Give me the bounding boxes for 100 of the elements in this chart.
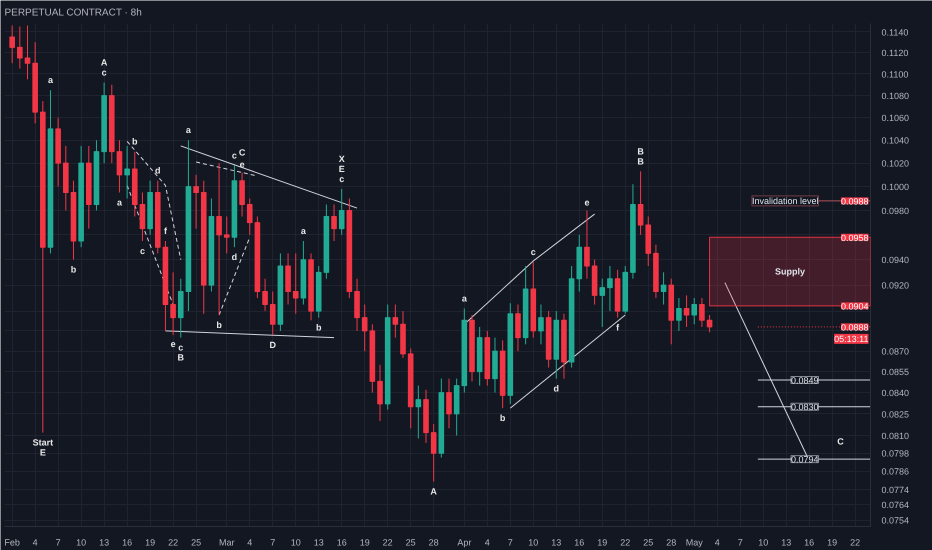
x-tick-label: 13 [314, 538, 324, 548]
annotation: c [140, 246, 145, 256]
candlestick [607, 265, 613, 312]
candlestick [660, 272, 666, 306]
y-tick-label: 0.0754 [882, 516, 910, 526]
y-tick-label: 0.0855 [882, 367, 910, 378]
x-tick-label: 16 [122, 538, 132, 548]
x-tick-label: 4 [484, 538, 490, 548]
y-tick-label: 0.0920 [882, 280, 910, 291]
candlestick [538, 304, 544, 345]
annotation: A [100, 58, 108, 68]
x-tick-label: 22 [382, 538, 393, 548]
annotation: b [216, 320, 222, 330]
candlestick [338, 188, 345, 236]
annotation: C [837, 436, 844, 446]
ref-line-label: 0.0849 [790, 376, 819, 386]
x-tick-label: 7 [738, 538, 743, 548]
x-tick-label: 16 [804, 538, 814, 548]
candlestick [638, 170, 644, 236]
x-tick-label: 25 [406, 538, 416, 548]
x-tick-label: 4 [714, 538, 720, 548]
x-tick-label: 28 [428, 538, 439, 548]
x-tick-label: 4 [32, 538, 38, 548]
y-tick-label: 0.0764 [882, 500, 910, 510]
annotation: a [116, 198, 123, 208]
candlestick [430, 423, 436, 482]
x-tick-label: 22 [168, 538, 178, 548]
x-tick-label: 16 [574, 538, 584, 548]
annotation: a [186, 125, 192, 136]
candlestick [331, 204, 337, 242]
x-tick-label: 7 [56, 538, 61, 548]
annotation: a [48, 75, 54, 86]
x-tick-label: 19 [597, 538, 608, 548]
x-tick-label: Mar [219, 538, 234, 548]
annotation: 0.0904 [840, 301, 869, 312]
annotation: Start [32, 438, 54, 448]
candlestick [684, 294, 690, 328]
candlestick [706, 314, 712, 333]
x-tick-label: 19 [827, 538, 838, 548]
x-tick-label: 13 [551, 538, 562, 548]
candlestick [292, 252, 299, 314]
candlestick [691, 298, 698, 325]
y-tick-label: 0.1000 [882, 182, 910, 192]
x-tick-label: 13 [99, 538, 110, 548]
y-tick-label: 0.1080 [882, 91, 910, 102]
x-tick-label: 4 [247, 538, 252, 548]
x-tick-label: 10 [76, 538, 86, 548]
annotation: d [554, 384, 560, 394]
x-tick-label: 28 [666, 538, 676, 548]
candlestick [584, 210, 590, 280]
x-tick-label: 25 [643, 538, 654, 548]
candlestick [676, 298, 682, 332]
annotation: c [178, 342, 184, 353]
candlestick [246, 198, 253, 236]
annotation: C [238, 147, 246, 158]
annotation: 0.0888 [840, 322, 869, 332]
annotation: 05:13:11 [834, 334, 869, 344]
annotation: c [530, 247, 536, 258]
y-tick-label: 0.0786 [882, 466, 910, 477]
x-tick-label: 22 [620, 538, 630, 548]
annotation: d [155, 166, 161, 176]
candlestick [699, 298, 705, 328]
y-tick-label: 0.0825 [882, 409, 910, 420]
x-tick-label: 7 [508, 538, 513, 548]
annotation: E [40, 448, 46, 458]
candlestick [599, 278, 606, 328]
candlestick [515, 304, 521, 352]
y-tick-label: 0.1120 [882, 48, 908, 58]
annotation: d [232, 252, 238, 262]
candlestick [9, 25, 15, 64]
y-tick-label: 0.0798 [882, 448, 910, 459]
chart-title: PERPETUAL CONTRACT · 8h [4, 8, 142, 18]
y-tick-label: 0.1020 [882, 158, 910, 169]
candlestick [416, 385, 422, 439]
y-tick-label: 0.0810 [882, 431, 910, 442]
ref-line-label: Invalidation level [752, 196, 819, 206]
x-tick-label: 22 [850, 538, 860, 548]
annotation: a [462, 293, 468, 304]
x-tick-label: 7 [270, 538, 276, 548]
x-tick-label: May [686, 538, 704, 548]
y-tick-label: 0.1100 [882, 69, 908, 80]
candlestick [24, 25, 30, 80]
x-tick-label: 10 [290, 538, 301, 548]
band-label: Supply [775, 266, 806, 277]
candlestick [224, 216, 230, 254]
annotation: A [430, 486, 438, 497]
annotation: f [616, 322, 620, 333]
annotation: B [637, 146, 644, 156]
annotation: X [338, 154, 345, 164]
x-tick-label: 13 [781, 538, 792, 548]
annotation: 0.0988 [840, 196, 869, 206]
candlestick [124, 145, 130, 199]
x-tick-label: 19 [145, 538, 156, 548]
candlestick [362, 304, 368, 352]
annotation: c [339, 174, 344, 184]
candlestick [270, 291, 276, 336]
y-tick-label: 0.0840 [882, 388, 910, 398]
y-tick-label: 0.0870 [882, 346, 910, 357]
x-tick-label: 25 [191, 538, 202, 548]
annotation: B [637, 156, 644, 166]
